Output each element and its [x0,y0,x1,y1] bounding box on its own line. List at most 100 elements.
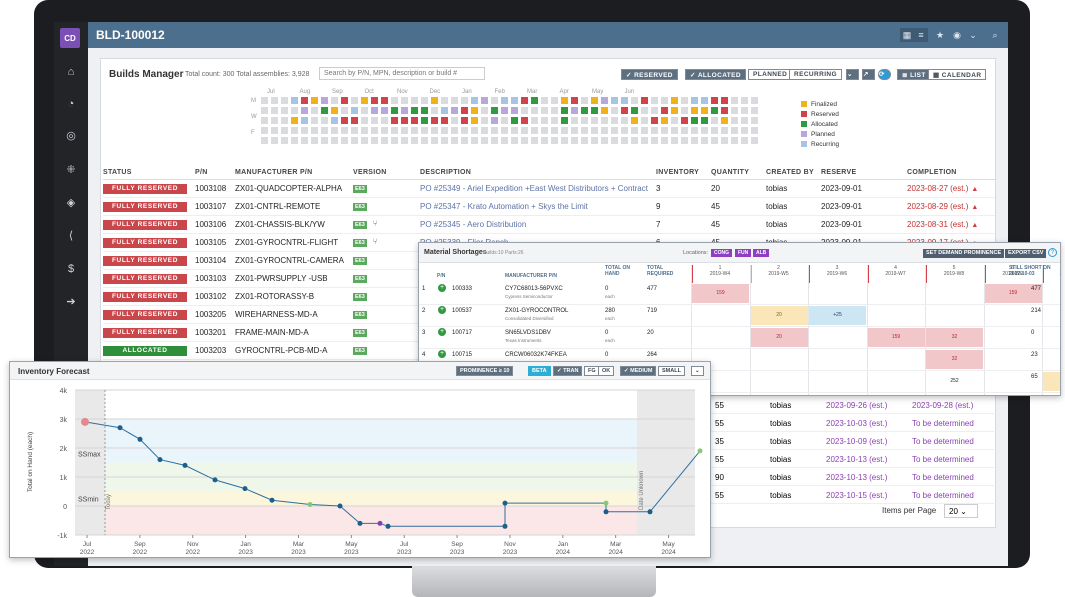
heatmap-cell[interactable] [401,137,408,144]
heatmap-cell[interactable] [341,127,348,134]
pn-cell[interactable]: 100717 [452,330,473,336]
version-badge[interactable]: E63 [353,329,367,337]
heatmap-cell[interactable] [671,97,678,104]
heatmap-cell[interactable] [641,107,648,114]
version-badge[interactable]: E63 [353,239,367,247]
heatmap-cell[interactable] [291,117,298,124]
forecast-point[interactable] [603,500,609,506]
heatmap-cell[interactable] [521,117,528,124]
heatmap-cell[interactable] [301,137,308,144]
heatmap-cell[interactable] [301,127,308,134]
heatmap-cell[interactable] [291,97,298,104]
network-icon[interactable]: ⁜ [66,164,76,176]
table-row[interactable]: FULLY RESERVED 1003107 ZX01-CNTRL-REMOTE E6… [103,197,995,216]
forecast-point[interactable] [502,500,508,506]
heatmap-cell[interactable] [571,107,578,114]
filter-recurring[interactable]: RECURRING [789,69,842,80]
heatmap-cell[interactable] [581,117,588,124]
heatmap-cell[interactable] [511,127,518,134]
week-header[interactable]: 2 2019-W5 [749,265,808,283]
heatmap-cell[interactable] [281,117,288,124]
shortage-row[interactable]: 3 +100717 SN65LVDS1DBV Texas Instruments 0 ea… [419,327,1060,349]
col-inventory[interactable]: INVENTORY [656,167,711,180]
heatmap-cell[interactable] [741,107,748,114]
heatmap-cell[interactable] [731,117,738,124]
heatmap-cell[interactable] [611,97,618,104]
heatmap-cell[interactable] [361,137,368,144]
table-row[interactable]: FULLY RESERVED 1003108 ZX01-QUADCOPTER-ALP… [103,179,995,198]
heatmap-cell[interactable] [371,107,378,114]
search-input[interactable]: Search by P/N, MPN, description or build… [319,67,485,80]
forecast-point[interactable] [603,509,609,515]
heatmap-cell[interactable] [651,97,658,104]
heatmap-cell[interactable] [361,97,368,104]
heatmap-cell[interactable] [571,117,578,124]
heatmap-cell[interactable] [551,137,558,144]
heatmap-cell[interactable] [531,137,538,144]
heatmap-cell[interactable] [621,107,628,114]
heatmap-cell[interactable] [291,127,298,134]
version-badge[interactable]: E63 [353,311,367,319]
heatmap-cell[interactable] [461,137,468,144]
expand-icon[interactable]: + [438,328,446,336]
forecast-point[interactable] [647,509,653,515]
version-badge[interactable]: E63 [353,347,367,355]
heatmap-cell[interactable] [541,137,548,144]
heatmap-cell[interactable] [581,97,588,104]
week-demand-cell[interactable]: 20 [750,306,808,325]
table-row[interactable]: FULLY RESERVED 1003106 ZX01-CHASSIS-BLK/YW… [103,215,995,234]
forecast-point[interactable] [117,425,123,431]
heatmap-cell[interactable] [681,107,688,114]
heatmap-cell[interactable] [441,97,448,104]
heatmap-cell[interactable] [651,127,658,134]
heatmap-cell[interactable] [561,97,568,104]
week-demand-cell[interactable]: 159 [867,328,925,347]
heatmap-cell[interactable] [391,117,398,124]
heatmap-cell[interactable] [401,117,408,124]
week-demand-cell[interactable]: 159 [692,284,749,303]
heatmap-cell[interactable] [601,127,608,134]
heatmap-cell[interactable] [361,107,368,114]
heatmap-cell[interactable] [341,137,348,144]
week-demand-cell[interactable]: +25 [809,306,866,325]
forecast-point[interactable] [137,436,143,442]
heatmap-cell[interactable] [601,107,608,114]
heatmap-cell[interactable] [591,127,598,134]
heatmap-cell[interactable] [271,127,278,134]
heatmap-cell[interactable] [271,137,278,144]
heatmap-cell[interactable] [491,127,498,134]
heatmap-cell[interactable] [391,127,398,134]
heatmap-cell[interactable] [711,137,718,144]
heatmap-cell[interactable] [491,107,498,114]
heatmap-cell[interactable] [381,107,388,114]
heatmap-cell[interactable] [501,127,508,134]
heatmap-cell[interactable] [511,107,518,114]
heatmap-cell[interactable] [301,97,308,104]
heatmap-cell[interactable] [691,117,698,124]
heatmap-cell[interactable] [751,137,758,144]
forecast-point[interactable] [307,502,313,508]
export-csv-button[interactable]: EXPORT CSV [1005,249,1047,258]
forecast-point[interactable] [182,462,188,468]
heatmap-cell[interactable] [361,117,368,124]
heatmap-cell[interactable] [531,117,538,124]
heatmap-cell[interactable] [721,97,728,104]
heatmap-cell[interactable] [361,127,368,134]
heatmap-cell[interactable] [551,97,558,104]
heatmap-cell[interactable] [381,127,388,134]
forecast-point[interactable] [81,417,89,426]
description-link[interactable]: PO #25345 - Aero Distribution [420,219,527,229]
heatmap-cell[interactable] [711,127,718,134]
heatmap-cell[interactable] [331,97,338,104]
heatmap-cell[interactable] [581,127,588,134]
heatmap-cell[interactable] [371,137,378,144]
heatmap-cell[interactable] [521,127,528,134]
heatmap-cell[interactable] [691,137,698,144]
box-icon[interactable]: ◈ [66,197,76,209]
heatmap-cell[interactable] [661,127,668,134]
heatmap-cell[interactable] [561,117,568,124]
heatmap-cell[interactable] [621,117,628,124]
heatmap-cell[interactable] [631,97,638,104]
table-row[interactable]: 55 tobias 2023-09-26 (est.) 2023-09-28 (est… [710,396,994,414]
heatmap-cell[interactable] [661,137,668,144]
